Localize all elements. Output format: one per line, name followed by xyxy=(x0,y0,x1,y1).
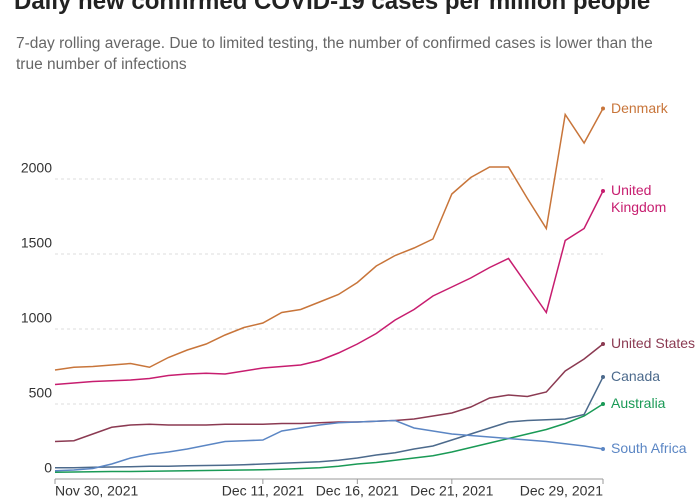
series-label: Denmark xyxy=(611,99,668,116)
series-label: United Kingdom xyxy=(611,182,667,215)
series-line xyxy=(55,376,604,469)
series-line xyxy=(54,108,604,371)
end-point xyxy=(601,447,605,451)
series-line xyxy=(54,190,604,386)
end-point xyxy=(601,189,605,193)
x-tick-label: Dec 21, 2021 xyxy=(410,483,493,499)
y-tick-label: 500 xyxy=(29,385,53,401)
end-point xyxy=(601,402,605,406)
end-point xyxy=(601,106,605,111)
series-label: Australia xyxy=(611,395,666,411)
y-tick-label: 2000 xyxy=(21,160,52,176)
y-tick-label: 0 xyxy=(44,460,52,476)
series-line xyxy=(54,343,604,443)
chart-title: Daily new confirmed COVID-19 cases per m… xyxy=(14,0,651,15)
x-tick-label: Dec 29, 2021 xyxy=(520,483,603,499)
chart-subtitle: 7-day rolling average. Due to limited te… xyxy=(16,35,653,73)
end-point xyxy=(601,342,605,346)
series-line xyxy=(54,419,604,472)
y-tick-label: 1500 xyxy=(21,235,52,251)
end-point xyxy=(601,375,605,379)
series-label: Canada xyxy=(611,368,661,384)
x-tick-label: Nov 30, 2021 xyxy=(55,483,138,499)
series-line xyxy=(54,403,604,473)
series-label: South Africa xyxy=(611,440,687,456)
x-tick-label: Dec 16, 2021 xyxy=(316,483,399,499)
x-tick-label: Dec 11, 2021 xyxy=(222,483,304,499)
series-label: United States xyxy=(611,335,696,351)
y-tick-label: 1000 xyxy=(21,310,52,326)
